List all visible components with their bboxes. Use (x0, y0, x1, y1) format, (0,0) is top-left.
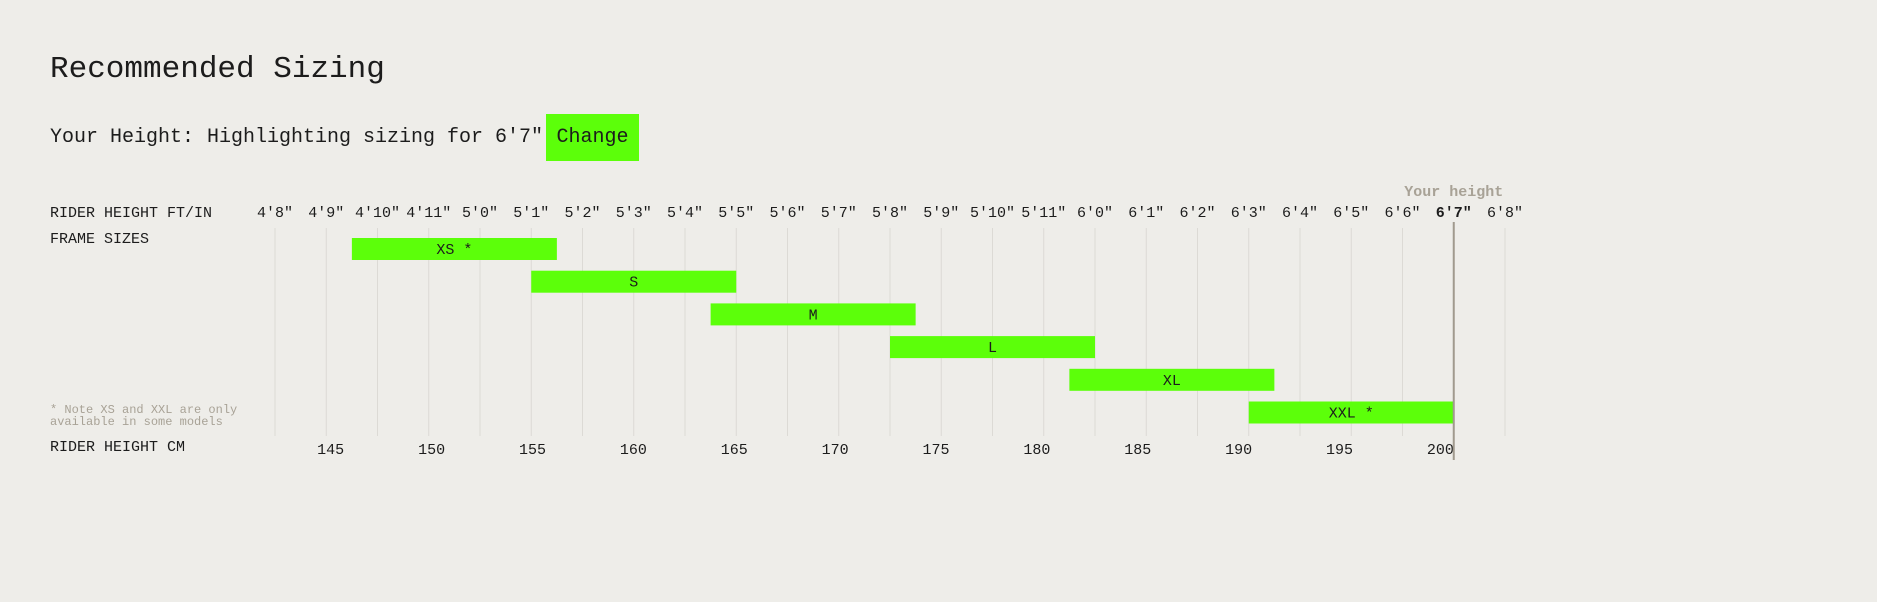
x-tick-label-top: 5'3" (616, 205, 652, 222)
x-tick-label-top: 5'1" (513, 205, 549, 222)
x-tick-label-top: 4'8" (257, 205, 293, 222)
title: Recommended Sizing (50, 52, 385, 87)
change-button[interactable]: Change (546, 114, 639, 161)
x-tick-label-bottom: 160 (620, 442, 647, 459)
x-tick-label-top: 5'9" (923, 205, 959, 222)
x-tick-label-bottom: 165 (721, 442, 748, 459)
size-bar (531, 270, 737, 293)
height-marker-label: Your height (1404, 184, 1503, 201)
size-label: M (809, 307, 818, 324)
x-tick-label-top: 6'7" (1436, 205, 1472, 222)
x-tick-label-bottom: 195 (1326, 442, 1353, 459)
x-tick-label-bottom: 175 (922, 442, 949, 459)
x-tick-label-top: 6'0" (1077, 205, 1113, 222)
x-tick-label-bottom: 180 (1023, 442, 1050, 459)
note: * Note XS and XXL are only available in … (50, 403, 238, 429)
x-tick-label-top: 5'0" (462, 205, 498, 222)
x-tick-label-top: 6'5" (1333, 205, 1369, 222)
height-label: Your Height: (50, 126, 195, 149)
x-tick-label-top: 5'4" (667, 205, 703, 222)
y-label: FRAME SIZES (50, 231, 149, 248)
height-text: Highlighting sizing for 6'7" (207, 126, 544, 149)
x-tick-label-top: 6'3" (1231, 205, 1267, 222)
x-tick-label-bottom: 170 (822, 442, 849, 459)
x-tick-label-top: 5'7" (821, 205, 857, 222)
x-tick-label-bottom: 190 (1225, 442, 1252, 459)
x-tick-label-bottom: 155 (519, 442, 546, 459)
top-axis-label: RIDER HEIGHT FT/IN (50, 205, 212, 222)
x-tick-label-top: 6'4" (1282, 205, 1318, 222)
x-tick-label-top: 6'6" (1384, 205, 1420, 222)
x-tick-label-top: 5'6" (769, 205, 805, 222)
x-tick-label-top: 6'2" (1179, 205, 1215, 222)
x-tick-label-top: 5'5" (718, 205, 754, 222)
x-tick-label-top: 5'10" (970, 205, 1015, 222)
size-bar (710, 303, 916, 326)
bottom-axis-label: RIDER HEIGHT CM (50, 439, 185, 456)
x-tick-label-bottom: 185 (1124, 442, 1151, 459)
size-bar (351, 238, 557, 260)
size-bar (1248, 401, 1454, 424)
x-tick-label-bottom: 145 (317, 442, 344, 459)
size-bar (1069, 368, 1275, 391)
x-tick-label-top: 6'8" (1487, 205, 1523, 222)
size-bar (890, 336, 1095, 359)
size-label: S (629, 275, 638, 292)
size-label: XXL * (1329, 405, 1374, 422)
x-tick-label-top: 6'1" (1128, 205, 1164, 222)
x-tick-label-top: 4'11" (406, 205, 451, 222)
x-tick-label-top: 4'9" (308, 205, 344, 222)
x-tick-label-top: 5'8" (872, 205, 908, 222)
x-tick-label-top: 5'11" (1021, 205, 1066, 222)
size-label: L (988, 340, 997, 357)
size-label: XS * (436, 242, 472, 259)
x-tick-label-top: 5'2" (564, 205, 600, 222)
x-tick-label-bottom: 150 (418, 442, 445, 459)
size-label: XL (1163, 373, 1181, 390)
x-tick-label-top: 4'10" (355, 205, 400, 222)
x-tick-label-bottom: 200 (1427, 442, 1454, 459)
